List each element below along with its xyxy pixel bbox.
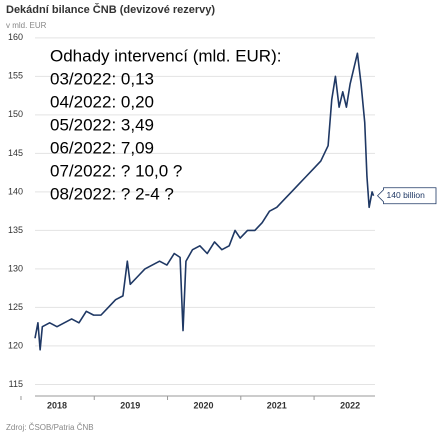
y-tick-label: 120 [8, 340, 23, 350]
annotation: 04/2022: 0,20 [50, 92, 154, 111]
x-tick-label: 2019 [120, 400, 140, 410]
x-tick-label: 2018 [47, 400, 67, 410]
y-tick-label: 150 [8, 109, 23, 119]
annotation: 07/2022: ? 10,0 ? [50, 161, 182, 180]
x-tick-label: 2022 [340, 400, 360, 410]
y-tick-label: 145 [8, 148, 23, 158]
annotation: 05/2022: 3,49 [50, 115, 154, 134]
series-line [34, 52, 375, 351]
source: Zdroj: ČSOB/Patria ČNB [6, 423, 94, 432]
chart-title: Dekádní bilance ČNB (devizové rezervy) [6, 3, 215, 16]
y-tick-label: 135 [8, 225, 23, 235]
annotation: 08/2022: ? 2-4 ? [50, 184, 174, 203]
y-tick-label: 125 [8, 302, 23, 312]
y-tick-label: 160 [8, 32, 23, 42]
y-tick-label: 115 [9, 379, 23, 389]
y-tick-label: 140 [8, 186, 23, 196]
chart-subtitle: v mld. EUR [6, 21, 47, 30]
x-tick-label: 2020 [194, 400, 214, 410]
y-tick-label: 155 [8, 71, 23, 81]
annotation: 03/2022: 0,13 [50, 69, 154, 88]
y-tick-label: 130 [8, 263, 23, 273]
annotation: Odhady intervencí (mld. EUR): [50, 46, 281, 65]
x-tick-label: 2021 [267, 400, 287, 410]
callout-label: 140 billion [387, 190, 426, 200]
annotation: 06/2022: 7,09 [50, 138, 154, 157]
callout-box [376, 187, 437, 205]
